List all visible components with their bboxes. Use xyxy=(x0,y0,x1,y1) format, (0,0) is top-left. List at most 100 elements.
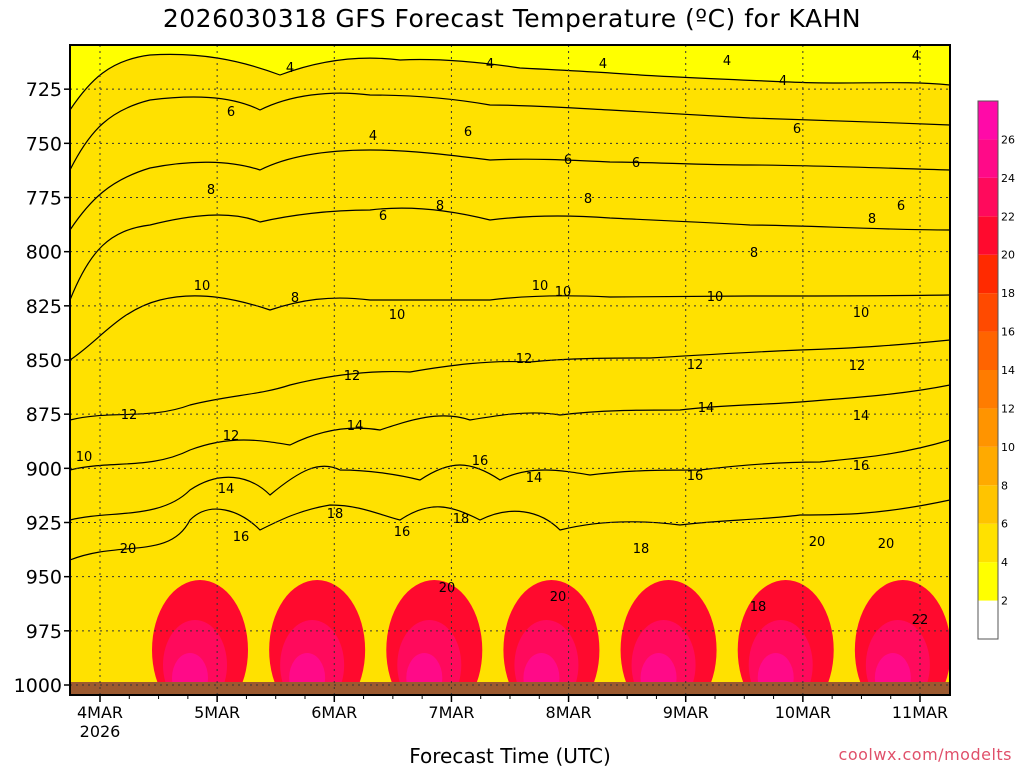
contour-label: 14 xyxy=(347,419,364,434)
x-tick-label: 6MAR xyxy=(311,703,357,722)
colorbar-label: 22 xyxy=(1001,210,1015,223)
contour-20 xyxy=(70,499,950,561)
contour-label: 6 xyxy=(632,156,640,171)
contour-label: 8 xyxy=(750,246,758,261)
contour-label: 18 xyxy=(327,507,344,522)
contour-label: 10 xyxy=(194,279,211,294)
contour-label: 4 xyxy=(912,49,920,64)
contour-label: 8 xyxy=(868,212,876,227)
contour-label: 8 xyxy=(584,192,592,207)
colorbar-label: 20 xyxy=(1001,249,1015,262)
y-tick-label: 775 xyxy=(26,188,62,210)
band-2-4 xyxy=(70,45,950,110)
y-tick-label: 925 xyxy=(26,513,62,535)
y-tick-label: 825 xyxy=(26,296,62,318)
contour-label: 8 xyxy=(436,199,444,214)
colorbar-label: 2 xyxy=(1001,595,1008,608)
y-tick-label: 1000 xyxy=(14,675,62,697)
colorbar-swatch xyxy=(978,408,998,447)
contour-label: 20 xyxy=(878,537,895,552)
contour-label: 14 xyxy=(853,409,870,424)
colorbar-label: 4 xyxy=(1001,556,1008,569)
colorbar-swatch xyxy=(978,293,998,332)
colorbar-swatch xyxy=(978,600,998,639)
contour-label: 10 xyxy=(532,279,549,294)
contour-label: 16 xyxy=(687,469,704,484)
x-tick-label: 4MAR xyxy=(77,703,123,722)
contour-12 xyxy=(70,294,950,361)
colorbar-swatch xyxy=(978,523,998,563)
colorbar-label: 10 xyxy=(1001,441,1015,454)
x-tick-label: 9MAR xyxy=(663,703,709,722)
contour-label: 8 xyxy=(207,183,215,198)
contour-label: 18 xyxy=(453,512,470,527)
colorbar-label: 12 xyxy=(1001,402,1015,415)
colorbar-swatch xyxy=(978,254,998,294)
contour-16 xyxy=(70,384,950,471)
colorbar-swatch xyxy=(978,101,998,140)
contour-label: 20 xyxy=(809,535,826,550)
colorbar-label: 26 xyxy=(1001,133,1015,146)
colorbar-label: 18 xyxy=(1001,287,1015,300)
colorbar-swatch xyxy=(978,216,998,255)
contour-label: 14 xyxy=(526,471,543,486)
contour-label: 6 xyxy=(464,125,472,140)
colorbar-label: 8 xyxy=(1001,479,1008,492)
y-tick-label: 750 xyxy=(26,133,62,155)
x-tick-label: 5MAR xyxy=(194,703,240,722)
contour-label: 18 xyxy=(633,542,650,557)
contour-label: 10 xyxy=(389,308,406,323)
colorbar-label: 14 xyxy=(1001,364,1015,377)
contour-label: 6 xyxy=(793,122,801,137)
contour-14 xyxy=(70,339,950,421)
contour-label: 10 xyxy=(76,450,93,465)
y-tick-label: 875 xyxy=(26,404,62,426)
contour-label: 4 xyxy=(599,57,607,72)
contour-label: 10 xyxy=(555,285,572,300)
contour-18 xyxy=(70,439,950,521)
colorbar-label: 6 xyxy=(1001,518,1008,531)
x-tick-label: 10MAR xyxy=(775,703,831,722)
contour-label: 6 xyxy=(227,105,235,120)
contour-10 xyxy=(70,207,950,301)
contour-label: 6 xyxy=(379,209,387,224)
contour-label: 12 xyxy=(687,358,704,373)
contour-label: 4 xyxy=(723,54,731,69)
contour-label: 8 xyxy=(291,291,299,306)
y-tick-label: 850 xyxy=(26,350,62,372)
contour-label: 12 xyxy=(223,429,240,444)
contour-4 xyxy=(70,53,950,111)
contour-6 xyxy=(70,92,950,171)
contour-8 xyxy=(70,149,950,231)
colorbar-swatch xyxy=(978,139,998,178)
contour-label: 4 xyxy=(779,74,787,89)
contour-label: 12 xyxy=(849,359,866,374)
contour-label: 6 xyxy=(897,199,905,214)
contour-label: 4 xyxy=(486,57,494,72)
contour-label: 10 xyxy=(853,306,870,321)
contour-label: 20 xyxy=(439,581,456,596)
contour-label: 16 xyxy=(853,459,870,474)
credit-link[interactable]: coolwx.com/modelts xyxy=(838,745,1012,764)
x-tick-label: 11MAR xyxy=(892,703,948,722)
x-tick-label: 7MAR xyxy=(428,703,474,722)
colorbar-swatch xyxy=(978,370,998,409)
ground xyxy=(70,682,950,695)
colorbar-label: 24 xyxy=(1001,172,1015,185)
colorbar-swatch xyxy=(978,485,998,524)
contour-label: 22 xyxy=(912,613,929,628)
contour-label: 10 xyxy=(707,290,724,305)
y-tick-label: 725 xyxy=(26,79,62,101)
contour-label: 14 xyxy=(218,482,235,497)
contour-label: 12 xyxy=(121,408,138,423)
contour-label: 4 xyxy=(369,129,377,144)
contour-label: 16 xyxy=(233,530,250,545)
contour-label: 20 xyxy=(120,542,137,557)
colorbar-frame xyxy=(977,100,999,640)
colorbar-swatch xyxy=(978,331,998,370)
y-tick-label: 800 xyxy=(26,242,62,264)
contour-label: 16 xyxy=(394,525,411,540)
x-tick-label: 8MAR xyxy=(546,703,592,722)
band-4-6 xyxy=(70,54,950,695)
